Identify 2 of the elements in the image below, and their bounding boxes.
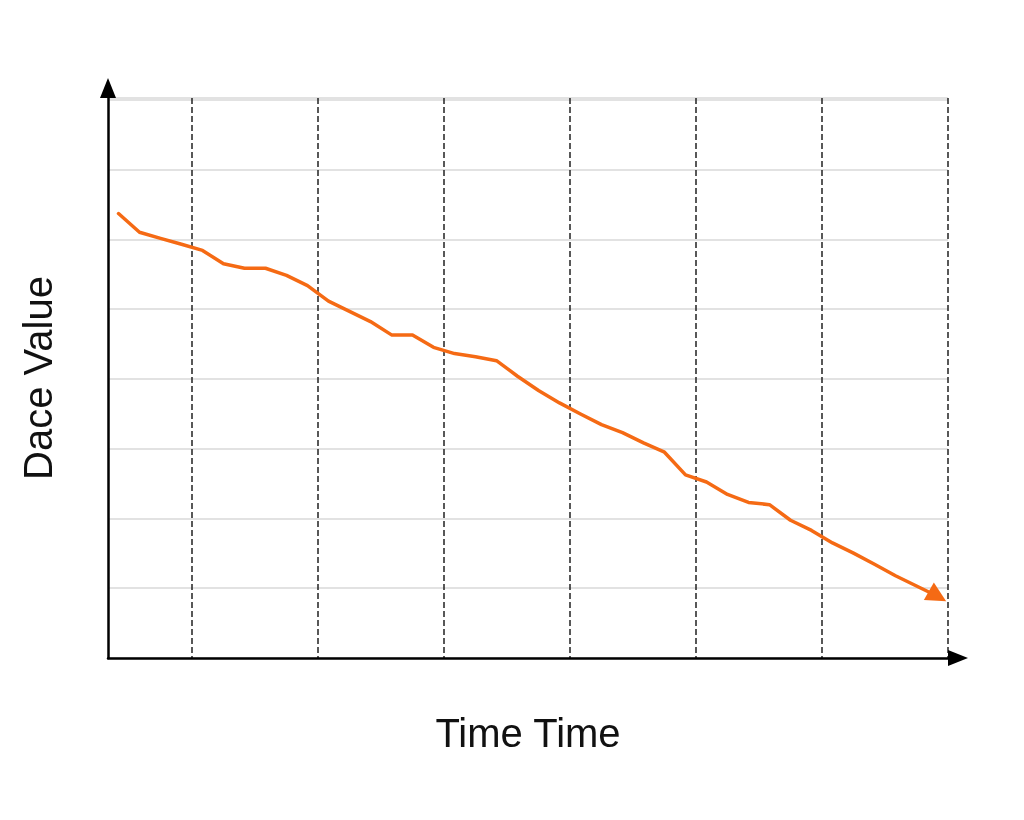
y-axis-title: Dace Value bbox=[16, 276, 60, 480]
x-axis-title: Time Time bbox=[435, 711, 621, 755]
